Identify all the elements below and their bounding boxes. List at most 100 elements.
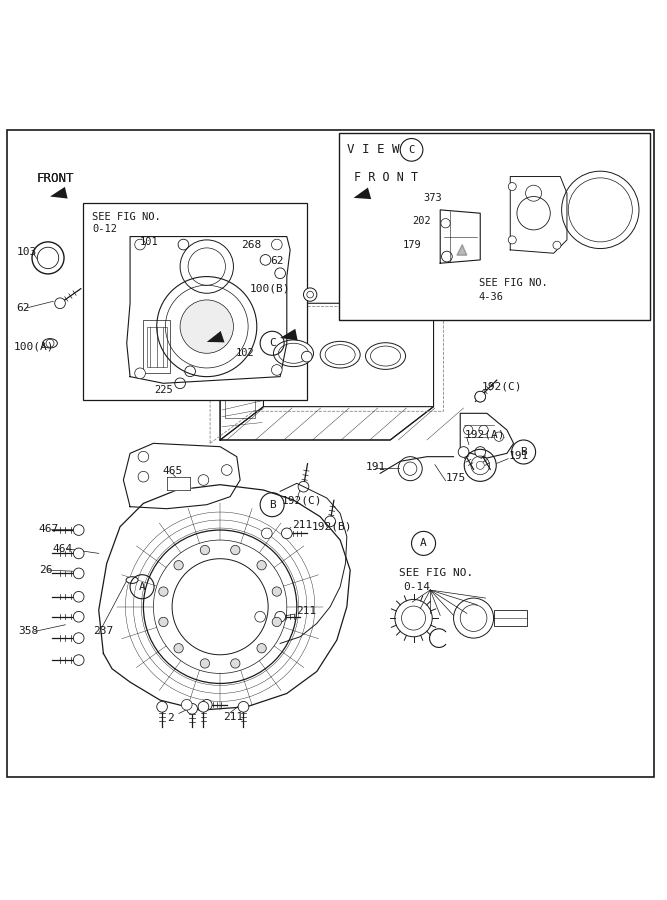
Circle shape <box>494 432 504 441</box>
Circle shape <box>464 426 473 435</box>
Text: FRONT: FRONT <box>37 172 74 185</box>
Circle shape <box>200 659 209 668</box>
Circle shape <box>255 611 265 622</box>
Circle shape <box>55 298 65 309</box>
Circle shape <box>231 545 240 554</box>
Circle shape <box>553 241 561 249</box>
Circle shape <box>73 525 84 535</box>
Circle shape <box>181 699 192 710</box>
Text: 4-36: 4-36 <box>479 292 504 302</box>
Circle shape <box>135 368 145 379</box>
Text: 0-12: 0-12 <box>92 223 117 234</box>
Circle shape <box>178 239 189 250</box>
Bar <box>143 320 170 374</box>
Circle shape <box>476 462 484 469</box>
Circle shape <box>475 392 486 402</box>
Circle shape <box>185 366 195 376</box>
Circle shape <box>475 392 486 402</box>
Ellipse shape <box>273 340 313 366</box>
Circle shape <box>275 611 285 622</box>
Circle shape <box>458 446 469 457</box>
Circle shape <box>159 617 168 626</box>
Text: 26: 26 <box>39 565 52 575</box>
Text: 211: 211 <box>223 712 243 722</box>
Circle shape <box>475 446 486 457</box>
Text: SEE FIG NO.: SEE FIG NO. <box>399 569 473 579</box>
Text: 211: 211 <box>296 607 316 616</box>
Circle shape <box>175 378 185 389</box>
Text: 467: 467 <box>39 524 59 534</box>
Circle shape <box>271 364 282 375</box>
Circle shape <box>135 239 145 250</box>
Polygon shape <box>280 328 297 340</box>
Circle shape <box>174 561 183 570</box>
Circle shape <box>301 351 312 362</box>
Circle shape <box>198 701 209 712</box>
Circle shape <box>138 472 149 482</box>
Ellipse shape <box>320 341 360 368</box>
Circle shape <box>73 591 84 602</box>
Circle shape <box>303 288 317 302</box>
Text: 102: 102 <box>235 348 254 358</box>
Circle shape <box>73 633 84 643</box>
Circle shape <box>200 545 209 554</box>
Polygon shape <box>457 245 467 256</box>
Circle shape <box>187 704 197 714</box>
Text: 62: 62 <box>17 303 30 313</box>
Polygon shape <box>354 187 372 199</box>
Circle shape <box>238 701 249 712</box>
Text: SEE FIG NO.: SEE FIG NO. <box>92 212 161 221</box>
Text: B: B <box>269 500 275 509</box>
Ellipse shape <box>366 343 406 369</box>
Text: A: A <box>420 538 427 548</box>
Text: B: B <box>520 447 527 457</box>
Text: FRONT: FRONT <box>37 172 74 185</box>
Polygon shape <box>50 187 67 199</box>
Circle shape <box>174 644 183 652</box>
Circle shape <box>261 528 272 539</box>
Circle shape <box>257 644 266 652</box>
Circle shape <box>157 701 167 712</box>
Circle shape <box>271 239 282 250</box>
Text: 175: 175 <box>446 473 466 483</box>
Text: 225: 225 <box>154 385 173 395</box>
Circle shape <box>508 236 516 244</box>
Text: 101: 101 <box>140 237 159 247</box>
Circle shape <box>138 451 149 462</box>
Text: 100(B): 100(B) <box>249 284 290 293</box>
Circle shape <box>508 183 516 191</box>
Text: 464: 464 <box>52 544 72 554</box>
Ellipse shape <box>126 577 138 583</box>
Circle shape <box>201 699 212 710</box>
Text: 103: 103 <box>17 247 37 256</box>
Text: SEE FIG NO.: SEE FIG NO. <box>479 278 548 288</box>
Text: 373: 373 <box>424 193 442 202</box>
Text: 192(C): 192(C) <box>482 382 522 392</box>
Text: 192(A): 192(A) <box>464 429 505 440</box>
Text: 358: 358 <box>19 626 39 636</box>
Circle shape <box>198 474 209 485</box>
Text: 237: 237 <box>93 626 113 636</box>
Text: 0-14: 0-14 <box>404 581 430 591</box>
Circle shape <box>298 482 309 492</box>
Text: 268: 268 <box>241 240 261 250</box>
Bar <box>339 133 650 320</box>
Text: V I E W: V I E W <box>347 143 400 157</box>
Circle shape <box>159 587 168 596</box>
Bar <box>147 327 167 366</box>
Circle shape <box>275 268 285 279</box>
Text: 202: 202 <box>412 216 431 226</box>
Bar <box>494 610 527 626</box>
Circle shape <box>325 516 336 526</box>
Bar <box>225 364 255 418</box>
Circle shape <box>73 568 84 579</box>
Text: A: A <box>139 581 145 591</box>
Text: 465: 465 <box>162 466 182 476</box>
Circle shape <box>257 561 266 570</box>
Circle shape <box>272 617 281 626</box>
Text: 62: 62 <box>270 256 283 266</box>
Polygon shape <box>167 477 190 490</box>
Circle shape <box>442 251 452 262</box>
Circle shape <box>73 548 84 559</box>
Circle shape <box>272 587 281 596</box>
